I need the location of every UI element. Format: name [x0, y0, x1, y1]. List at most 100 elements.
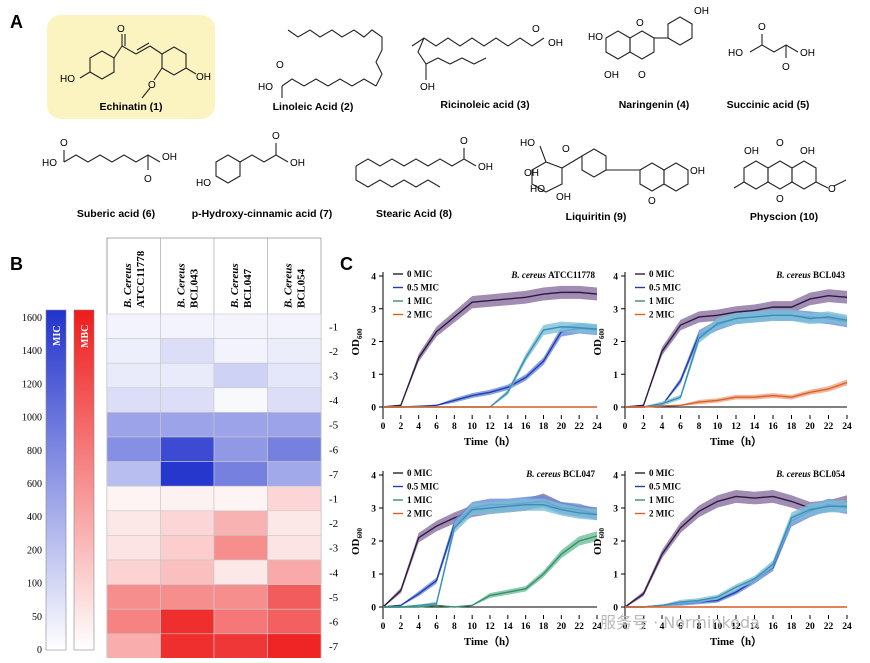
legend-label: 0 MIC	[649, 468, 674, 478]
x-tick-label: 20	[805, 422, 815, 432]
compound-4-label: Naringenin (4)	[619, 99, 690, 111]
x-tick-label: 18	[539, 422, 549, 432]
naringenin-oh: OH	[694, 6, 709, 17]
x-tick-label: 14	[750, 622, 760, 632]
x-tick-label: 4	[660, 422, 665, 432]
x-tick-label: 2	[641, 422, 646, 432]
x-axis-label: Time（h）	[710, 635, 762, 648]
x-tick-label: 8	[452, 622, 457, 632]
heatmap-cell	[106, 387, 161, 413]
growth-plot: 0 2 4 6 8 10 12 14 16 18 20 22 2401234Time（h）OD6000 …	[350, 269, 602, 448]
heatmap-cell	[106, 535, 161, 561]
y-tick-label: 1	[371, 371, 376, 381]
x-tick-label: 24	[842, 422, 852, 432]
compound-3-label: Ricinoleic acid (3)	[440, 99, 529, 111]
suberic-ho: HO	[42, 158, 57, 169]
echinatin-o2: O	[148, 80, 156, 91]
x-tick-label: 8	[697, 422, 702, 432]
x-tick-label: 14	[503, 422, 513, 432]
heatmap-cell	[106, 461, 161, 487]
legend-label: 1 MIC	[407, 296, 432, 306]
x-tick-label: 22	[824, 622, 834, 632]
legend-label: 2 MIC	[407, 509, 432, 519]
scale-tick: 400	[27, 512, 42, 523]
x-tick-label: 6	[678, 622, 683, 632]
series-line	[383, 535, 598, 608]
legend-label: 0.5 MIC	[407, 283, 439, 293]
mic-color-scale	[45, 309, 67, 651]
series-error-band	[625, 309, 847, 408]
heatmap-cell	[213, 559, 268, 585]
x-tick-label: 16	[521, 422, 531, 432]
heatmap-row-label: -6	[329, 444, 339, 456]
y-tick-label: 0	[371, 404, 376, 414]
heatmap-row-label: -1	[329, 494, 338, 506]
x-tick-label: 22	[824, 422, 834, 432]
naringenin-o2: O	[636, 18, 644, 29]
series-error-band	[383, 321, 597, 408]
y-tick-label: 3	[371, 305, 376, 315]
x-tick-label: 6	[434, 622, 439, 632]
scale-tick: 200	[27, 545, 42, 556]
y-tick-label: 1	[613, 571, 618, 581]
x-tick-label: 20	[557, 622, 567, 632]
x-tick-label: 24	[592, 422, 602, 432]
naringenin-ho: HO	[588, 32, 603, 43]
y-tick-label: 4	[613, 472, 618, 482]
stearic-o: O	[460, 136, 468, 147]
stearic-acid-structure	[355, 148, 477, 188]
scale-tick: 600	[27, 479, 42, 490]
y-tick-label: 0	[613, 604, 618, 614]
heatmap-cell	[160, 633, 215, 659]
x-tick-label: 6	[434, 422, 439, 432]
physcion-oh1: OH	[744, 146, 759, 157]
y-axis-label: OD600	[350, 328, 364, 356]
naringenin-structure	[605, 16, 693, 60]
compound-1-label: Echinatin (1)	[99, 101, 162, 113]
x-tick-label: 10	[467, 422, 477, 432]
scale-tick: 800	[27, 446, 42, 457]
heatmap-cell	[106, 584, 161, 610]
ricinoleic-oh: OH	[548, 38, 563, 49]
legend-label: 0 MIC	[407, 269, 432, 279]
x-tick-label: 10	[467, 622, 477, 632]
liquiritin-oh: OH	[690, 166, 705, 177]
liquiritin-ho2: HO	[530, 184, 545, 195]
suberic-o: O	[60, 138, 68, 149]
x-tick-label: 16	[768, 422, 778, 432]
heatmap-cell	[106, 633, 161, 659]
y-tick-label: 3	[371, 505, 376, 515]
x-tick-label: 8	[452, 422, 457, 432]
legend-label: 1 MIC	[649, 296, 674, 306]
x-tick-label: 16	[521, 622, 531, 632]
heatmap-cell	[267, 461, 322, 487]
heatmap-cell	[267, 338, 322, 364]
heatmap-cell	[160, 313, 215, 339]
liquiritin-oh1: OH	[524, 168, 539, 179]
y-tick-label: 1	[613, 371, 618, 381]
naringenin-oh2: OH	[604, 70, 619, 81]
legend-label: 1 MIC	[407, 495, 432, 505]
x-tick-label: 12	[731, 622, 741, 632]
stearic-oh: OH	[478, 162, 493, 173]
heatmap-row-label: -4	[329, 395, 339, 407]
panel-b-letter: B	[10, 254, 23, 274]
heatmap-cell	[106, 412, 161, 438]
heatmap-row-label: -7	[329, 641, 339, 653]
echinatin-ho: HO	[60, 74, 75, 85]
y-tick-label: 0	[613, 404, 618, 414]
growth-curves: 0 2 4 6 8 10 12 14 16 18 20 22 2401234Time（h）OD6000 …	[350, 269, 852, 648]
heatmap-cell	[267, 485, 322, 512]
heatmap-column-species: B. Cereus	[282, 263, 294, 309]
x-tick-label: 22	[574, 422, 584, 432]
x-tick-label: 18	[539, 622, 549, 632]
compound-9-label: Liquiritin (9)	[566, 211, 627, 223]
heatmap-cell	[106, 608, 161, 635]
legend-label: 0.5 MIC	[407, 482, 439, 492]
heatmap-cell	[160, 362, 215, 389]
scale-tick: 1000	[22, 413, 42, 424]
heatmap-cell	[213, 362, 268, 389]
heatmap-cell	[213, 313, 268, 339]
physcion-oh2: OH	[800, 146, 815, 157]
echinatin-structure	[79, 34, 197, 99]
